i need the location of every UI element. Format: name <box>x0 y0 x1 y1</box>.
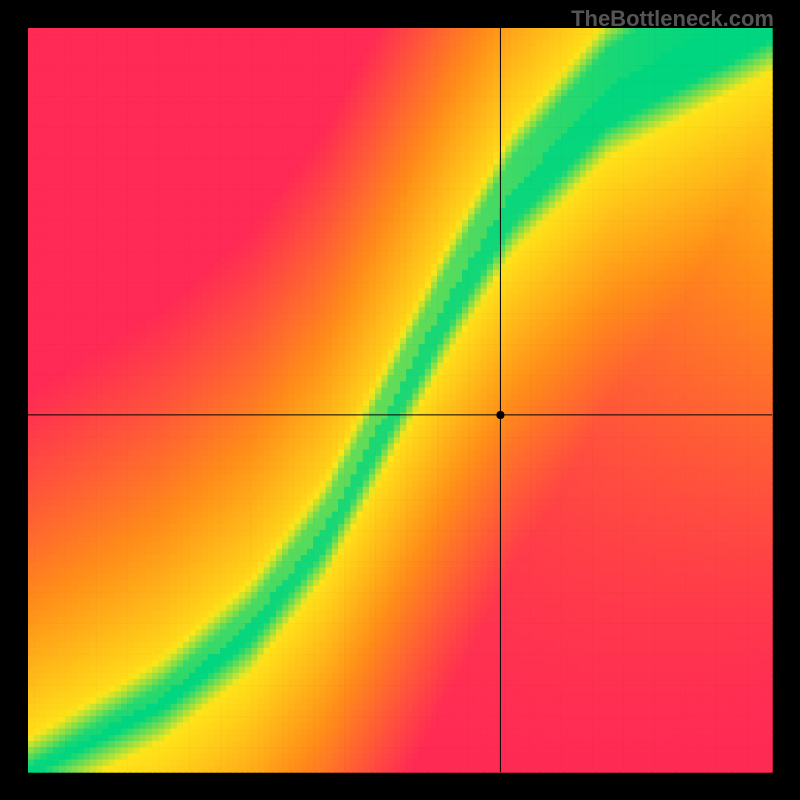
chart-container: { "canvas": { "width": 800, "height": 80… <box>0 0 800 800</box>
bottleneck-heatmap-canvas <box>0 0 800 800</box>
watermark-text: TheBottleneck.com <box>571 6 774 32</box>
